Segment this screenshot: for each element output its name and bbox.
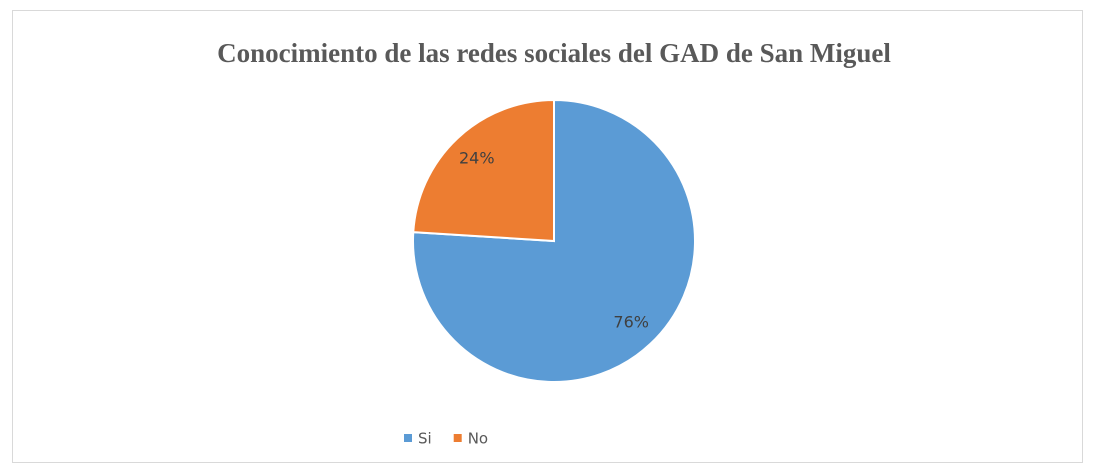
pie-slice [412, 98, 555, 243]
data-label: 76% [613, 313, 649, 332]
data-label: 24% [459, 148, 495, 167]
legend-label: Si [418, 430, 432, 448]
legend-swatch [404, 434, 412, 442]
legend-swatch [453, 434, 462, 442]
legend-label: No [468, 430, 488, 448]
chart-title: Conocimiento de las redes sociales del G… [217, 38, 891, 68]
pie-slice [412, 98, 696, 383]
